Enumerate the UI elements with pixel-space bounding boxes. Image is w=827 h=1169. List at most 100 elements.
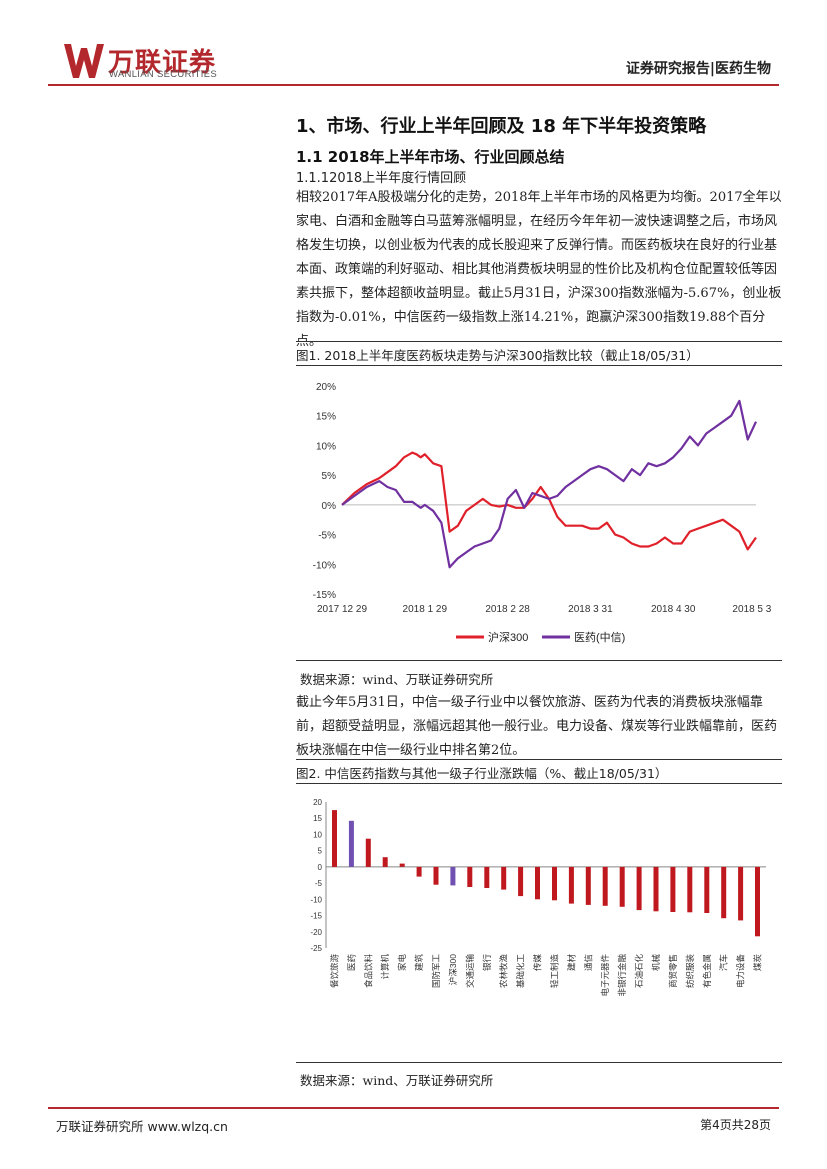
bar-chart: 20 15 10 5 0 -5 -10 -15 -20 -25 餐饮旅游 医药 食品饮料 计算机 家电 建筑国… (310, 798, 766, 997)
y-tick-label: 10 (313, 830, 322, 839)
bar (755, 866, 760, 937)
y-tick-label: -5 (315, 879, 323, 888)
x-tick-label: 2018 5 3 (732, 604, 771, 615)
x-tick-label: 电力设备 (736, 954, 746, 989)
bar (670, 866, 676, 912)
x-tick-label: 基础化工 (516, 954, 526, 989)
figure-2-source: 数据来源：wind、万联证券研究所 (300, 1073, 494, 1088)
x-tick-label: 煤炭 (753, 954, 763, 972)
x-tick-label: 食品饮料 (363, 954, 373, 989)
bar (738, 866, 744, 921)
bar (348, 820, 354, 867)
bar (602, 866, 608, 906)
y-tick-label: -15% (313, 590, 336, 601)
x-tick-label: 汽车 (719, 954, 729, 971)
x-tick-label: 石油石化 (634, 954, 644, 989)
bar (535, 866, 540, 900)
bar (568, 866, 574, 904)
bar (704, 866, 710, 913)
x-tick-label: 传媒 (533, 954, 543, 972)
y-tick-label: 15 (313, 814, 322, 823)
legend-label: 沪深300 (488, 630, 528, 644)
x-tick-label: 2018 1 29 (403, 604, 448, 615)
x-tick-label: 轻工制造 (550, 954, 560, 989)
y-tick-label: -15 (310, 912, 322, 921)
x-tick-label: 纺织服装 (685, 954, 695, 989)
y-tick-label: 0% (322, 501, 337, 512)
y-tick-label: 0 (318, 863, 323, 872)
footer-website: 万联证券研究所 www.wlzq.cn (56, 1119, 228, 1134)
x-tick-label: 2017 12 29 (317, 604, 367, 615)
bar (450, 866, 456, 886)
bar (433, 866, 439, 885)
bar (382, 857, 388, 867)
bar (653, 866, 659, 912)
logo-cn: 万联证券 (108, 48, 217, 78)
x-tick-label: 银行 (482, 954, 492, 972)
x-tick-label: 国防军工 (431, 954, 441, 989)
y-tick-label: 10% (316, 441, 336, 452)
legend-label: 医药(中信) (574, 631, 625, 644)
y-tick-label: 20 (313, 798, 322, 807)
x-tick-label: 家电 (397, 954, 407, 972)
logo-en: WANLIAN SECURITIES (109, 69, 217, 80)
x-tick-label: 机械 (651, 954, 661, 972)
figure-2-rule (296, 1062, 782, 1063)
x-tick-label: 医药 (346, 954, 356, 971)
x-tick-label: 商贸零售 (668, 954, 678, 988)
bar (416, 866, 422, 877)
x-tick-label: 2018 4 30 (651, 604, 696, 615)
bar (501, 866, 507, 890)
x-tick-label: 餐饮旅游 (330, 954, 340, 989)
header-divider (48, 84, 779, 86)
paragraph-1: 相较2017年A股极端分化的走势，2018年上半年市场的风格更为均衡。2017全… (296, 190, 782, 349)
figure-1-source: 数据来源：wind、万联证券研究所 (300, 672, 494, 687)
bar (552, 866, 557, 901)
y-tick-label: 20% (316, 382, 336, 393)
y-tick-label: -10% (313, 560, 336, 571)
report-category: 证券研究报告|医药生物 (625, 61, 771, 77)
bar (687, 866, 693, 913)
logo-w-icon (64, 44, 104, 78)
figure-2-chart: 20 15 10 5 0 -5 -10 -15 -20 -25 餐饮旅游 医药 食品饮料 计算机 家电 建筑国… (296, 782, 782, 1060)
figure-1-title: 图1. 2018上半年度医药板块走势与沪深300指数比较（截止18/05/31） (296, 341, 782, 366)
y-tick-label: 15% (316, 412, 336, 423)
bar (585, 866, 591, 905)
bar (365, 838, 371, 867)
x-tick-label: 通信 (583, 954, 593, 972)
bar (636, 866, 642, 911)
x-tick-label: 2018 2 28 (485, 604, 530, 615)
x-tick-label: 建材 (566, 954, 576, 972)
bar (399, 863, 405, 867)
subsection-title: 1.1 2018年上半年市场、行业回顾总结 (296, 148, 565, 166)
bar (518, 866, 524, 897)
figure-1-rule (296, 660, 782, 661)
bar (332, 810, 337, 867)
figure-2-title: 图2. 中信医药指数与其他一级子行业涨跌幅（%、截止18/05/31） (296, 759, 782, 784)
bar (721, 866, 727, 919)
y-tick-label: -10 (310, 895, 322, 904)
y-tick-label: 5% (322, 471, 337, 482)
paragraph-2: 截止今年5月31日，中信一级子行业中以餐饮旅游、医药为代表的消费板块涨幅靠前，超… (296, 695, 778, 758)
series-line-2 (341, 399, 757, 569)
y-tick-label: -20 (310, 928, 322, 937)
bar (467, 866, 473, 887)
subsubsection-title: 1.1.12018上半年度行情回顾 (296, 171, 467, 186)
y-tick-label: -5% (318, 531, 336, 542)
x-tick-label: 农林牧渔 (499, 954, 509, 989)
line-chart: 20% 15% 10% 5% 0% -5% -10% -15% 2017 12 29 2018 1… (313, 382, 772, 644)
y-tick-label: 5 (318, 847, 323, 856)
x-tick-label: 有色金属 (702, 954, 712, 988)
x-tick-label: 电子元器件 (600, 954, 610, 997)
x-tick-label: 建筑 (414, 954, 424, 972)
figure-1-chart: 20% 15% 10% 5% 0% -5% -10% -15% 2017 12 29 2018 1… (296, 366, 782, 656)
bar (484, 866, 490, 888)
page-number: 第4页共28页 (700, 1118, 771, 1132)
section-title: 1、市场、行业上半年回顾及 18 年下半年投资策略 (296, 116, 707, 137)
x-tick-label: 计算机 (380, 954, 390, 980)
y-tick-label: -25 (310, 944, 322, 953)
bar (619, 866, 625, 907)
x-tick-label: 沪深300 (448, 954, 458, 985)
footer-divider (48, 1107, 779, 1109)
x-tick-label: 2018 3 31 (568, 604, 613, 615)
